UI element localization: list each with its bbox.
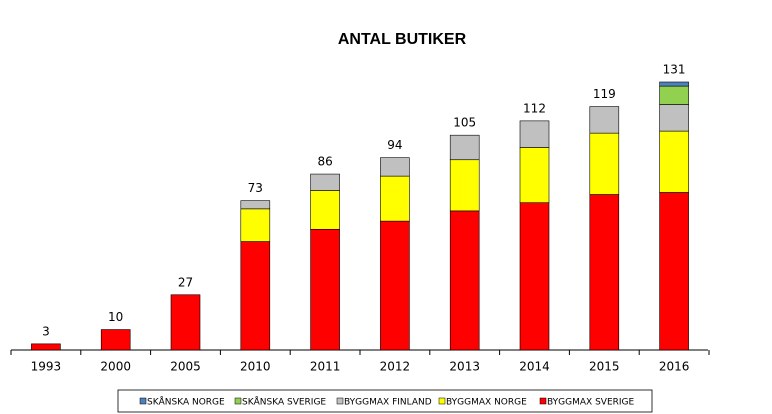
x-tick-label: 2011 [310, 360, 341, 374]
x-tick-label: 2015 [589, 360, 620, 374]
legend-label: SKÅNSKA NORGE [147, 396, 225, 408]
bar-segment [519, 120, 550, 148]
total-label: 112 [523, 101, 546, 115]
bar-segment [659, 81, 689, 87]
bar-segment [380, 175, 410, 222]
bar-segment [659, 130, 689, 193]
x-tick-label: 2010 [240, 360, 271, 374]
bar-segment [589, 194, 620, 351]
legend-label: BYGGMAX SVERIGE [547, 398, 635, 408]
legend-label: BYGGMAX NORGE [446, 398, 527, 408]
legend-swatch [539, 397, 547, 405]
bar-segment [310, 190, 340, 230]
bar-segment [240, 208, 271, 242]
x-tick-label: 2005 [170, 360, 201, 374]
x-tick-label: 2016 [659, 360, 690, 374]
bar-segment [659, 104, 689, 132]
bar-segment [519, 147, 550, 204]
bar-segment [100, 329, 131, 351]
total-label: 10 [108, 310, 123, 324]
x-tick-label: 1993 [31, 360, 62, 374]
total-label: 119 [593, 87, 616, 101]
total-label: 73 [248, 181, 263, 195]
total-label: 86 [317, 155, 332, 169]
bar-segment [310, 173, 340, 191]
bar-segment [380, 157, 410, 177]
legend-swatch [234, 397, 242, 405]
x-tick-label: 2014 [519, 360, 550, 374]
total-label: 131 [663, 63, 686, 77]
bar-segment [449, 210, 480, 351]
legend-label: SKÅNSKA SVERIGE [242, 396, 326, 408]
bar-segment [240, 241, 271, 351]
total-label: 94 [387, 138, 402, 152]
bar-segment [449, 134, 480, 161]
x-tick-label: 2000 [100, 360, 131, 374]
bar-segment [310, 228, 340, 351]
bar-segment [659, 85, 689, 105]
x-tick-label: 2013 [449, 360, 480, 374]
legend-swatch [438, 397, 446, 405]
bar-segment [170, 294, 201, 351]
bar-segment [449, 159, 480, 212]
bar-segment [589, 106, 620, 134]
legend-swatch [336, 397, 344, 405]
chart-title: ANTAL BUTIKER [338, 31, 467, 48]
bar-segment [659, 192, 689, 351]
total-label: 27 [178, 275, 193, 289]
bar-segment [240, 200, 271, 210]
legend-label: BYGGMAX FINLAND [344, 398, 432, 408]
total-label: 3 [42, 324, 50, 338]
legend [117, 389, 653, 413]
bar-segment [519, 202, 550, 351]
bar-segment [31, 343, 61, 351]
total-label: 105 [453, 116, 476, 130]
legend-swatch [139, 397, 147, 405]
bar-segment [380, 220, 410, 351]
bar-segment [589, 132, 620, 195]
x-tick-label: 2012 [380, 360, 411, 374]
